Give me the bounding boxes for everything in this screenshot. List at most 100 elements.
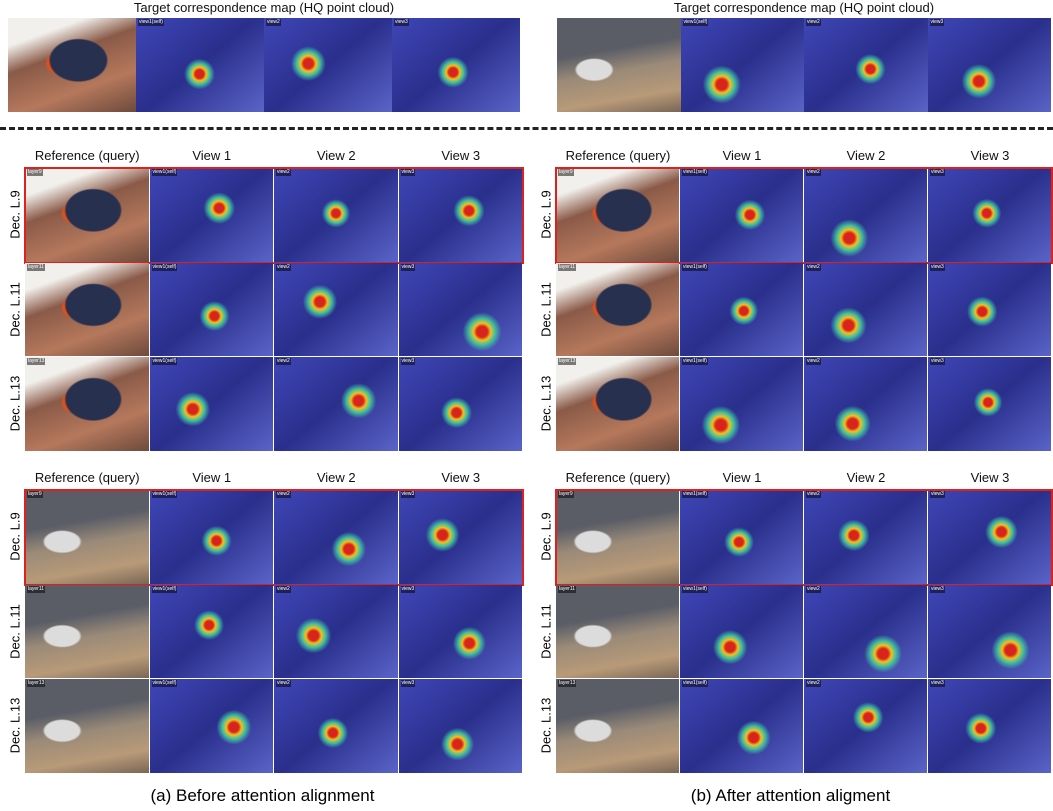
image-tile: view1(self) <box>136 18 264 112</box>
tile-label: view2 <box>806 264 821 271</box>
image-tile: view1(self) <box>680 585 803 679</box>
image-tile: view1(self) <box>150 357 274 451</box>
image-tile: view3 <box>399 585 523 679</box>
tile-label: layer13 <box>558 680 576 687</box>
image-tile: view3 <box>928 585 1051 679</box>
column-header: Reference (query) <box>25 148 150 163</box>
image-tile: view1(self) <box>680 357 803 451</box>
tile-label: view1(self) <box>152 358 178 365</box>
tile-label: view1(self) <box>138 19 164 26</box>
column-header: View 1 <box>680 470 804 485</box>
column-header: View 3 <box>928 148 1052 163</box>
dashed-separator <box>0 127 1053 130</box>
tile-label: view2 <box>806 680 821 687</box>
row-label: Dec. L.13 <box>539 354 554 454</box>
image-tile: view3 <box>399 263 523 357</box>
image-tile: view1(self) <box>150 263 274 357</box>
tile-label: view2 <box>806 586 821 593</box>
tile-label: layer11 <box>27 264 45 271</box>
image-tile: view2 <box>264 18 392 112</box>
row-label: Dec. L.9 <box>539 487 554 587</box>
row-label: Dec. L.11 <box>539 581 554 681</box>
tile-label: view1(self) <box>682 586 708 593</box>
row-label: Dec. L.13 <box>8 676 23 776</box>
image-tile: view3 <box>928 357 1051 451</box>
tile-label: layer13 <box>558 358 576 365</box>
image-tile <box>8 18 136 112</box>
column-header: Reference (query) <box>556 148 680 163</box>
tile-label: view1(self) <box>682 264 708 271</box>
row-label: Dec. L.9 <box>539 165 554 265</box>
column-header: View 3 <box>399 470 524 485</box>
tile-label: view1(self) <box>682 680 708 687</box>
image-tile: view2 <box>804 679 927 773</box>
tile-label: view3 <box>930 19 945 26</box>
tile-label: view2 <box>266 19 281 26</box>
column-header: View 1 <box>150 470 275 485</box>
row-label: Dec. L.13 <box>8 354 23 454</box>
image-tile: layer11 <box>556 585 679 679</box>
image-tile <box>557 18 681 112</box>
image-tile: view3 <box>399 679 523 773</box>
tile-label: view3 <box>930 264 945 271</box>
tile-label: view3 <box>930 680 945 687</box>
column-header: View 2 <box>804 470 928 485</box>
image-tile: layer11 <box>556 263 679 357</box>
tile-label: layer13 <box>27 680 45 687</box>
column-header: Reference (query) <box>556 470 680 485</box>
row-label: Dec. L.11 <box>8 581 23 681</box>
image-tile: view3 <box>928 679 1051 773</box>
tile-label: view3 <box>930 586 945 593</box>
panel-title: Target correspondence map (HQ point clou… <box>557 0 1051 15</box>
tile-label: view2 <box>806 19 821 26</box>
image-tile: layer13 <box>556 679 679 773</box>
tile-label: view3 <box>401 358 416 365</box>
column-header: View 1 <box>680 148 804 163</box>
image-tile: layer13 <box>25 679 149 773</box>
image-tile: view2 <box>804 263 927 357</box>
column-header: View 2 <box>274 470 399 485</box>
tile-label: view2 <box>276 586 291 593</box>
image-tile: view1(self) <box>680 263 803 357</box>
image-tile: view2 <box>274 263 398 357</box>
column-header: View 2 <box>274 148 399 163</box>
tile-label: layer11 <box>27 586 45 593</box>
column-header: Reference (query) <box>25 470 150 485</box>
row-label: Dec. L.9 <box>8 165 23 265</box>
image-tile: layer11 <box>25 263 149 357</box>
highlight-box <box>24 167 524 264</box>
tile-label: view1(self) <box>152 680 178 687</box>
image-tile: view1(self) <box>681 18 805 112</box>
image-tile: view2 <box>804 18 928 112</box>
image-tile: layer13 <box>556 357 679 451</box>
row-label: Dec. L.13 <box>539 676 554 776</box>
tile-label: view1(self) <box>152 264 178 271</box>
column-header: View 1 <box>150 148 275 163</box>
image-tile: view3 <box>392 18 520 112</box>
image-tile: view2 <box>804 585 927 679</box>
image-tile: view3 <box>928 18 1052 112</box>
image-tile: view2 <box>274 585 398 679</box>
tile-label: view1(self) <box>682 358 708 365</box>
highlight-box <box>555 489 1053 586</box>
tile-label: view3 <box>401 680 416 687</box>
image-tile: layer13 <box>25 357 149 451</box>
tile-label: view2 <box>806 358 821 365</box>
caption: (b) After attention aligment <box>528 786 1053 806</box>
image-tile: view1(self) <box>150 585 274 679</box>
tile-label: view2 <box>276 358 291 365</box>
tile-label: view1(self) <box>683 19 709 26</box>
row-label: Dec. L.11 <box>8 259 23 359</box>
tile-label: layer13 <box>27 358 45 365</box>
column-header: View 3 <box>928 470 1052 485</box>
tile-label: layer11 <box>558 264 576 271</box>
image-tile: view2 <box>804 357 927 451</box>
figure: Target correspondence map (HQ point clou… <box>0 0 1053 811</box>
image-tile: view3 <box>399 357 523 451</box>
column-header: View 3 <box>399 148 524 163</box>
row-label: Dec. L.9 <box>8 487 23 587</box>
tile-label: view1(self) <box>152 586 178 593</box>
highlight-box <box>24 489 524 586</box>
image-tile: view2 <box>274 679 398 773</box>
highlight-box <box>555 167 1053 264</box>
